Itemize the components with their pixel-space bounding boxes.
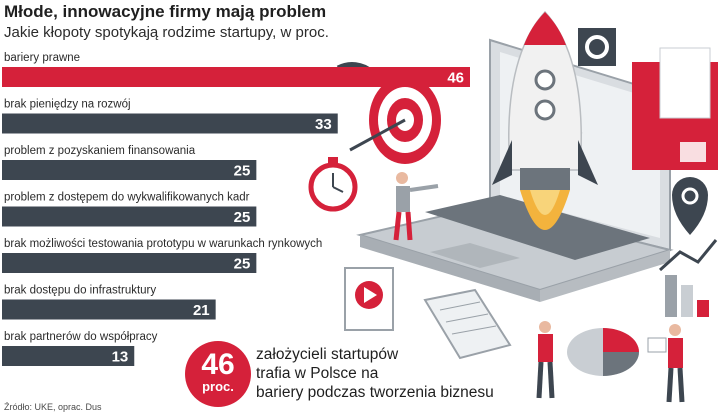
bar-value-label: 25: [234, 163, 251, 180]
bar-category-label: bariery prawne: [4, 52, 80, 64]
bar-value-label: 13: [112, 349, 129, 366]
bar-value-label: 21: [193, 302, 210, 319]
gear-icon: [578, 28, 708, 235]
source-note: Źródło: UKE, oprac. Dus: [4, 402, 102, 412]
bar: [2, 67, 470, 87]
bar-value-label: 46: [447, 70, 464, 87]
callout-text: założycieli startupów trafia w Polsce na…: [256, 345, 494, 402]
rocket-icon: [492, 10, 598, 230]
stopwatch-icon: [308, 157, 358, 212]
pie-chart-icon: [567, 328, 639, 376]
bar-category-label: problem z dostępem do wykwalifikowanych …: [4, 192, 250, 204]
bar-value-label: 25: [234, 256, 251, 273]
bar-category-label: problem z pozyskaniem finansowania: [4, 145, 196, 157]
bar-value-label: 25: [234, 209, 251, 226]
bar: [2, 206, 257, 227]
video-card-icon: [344, 267, 394, 331]
bar: [2, 299, 216, 320]
callout-line: założycieli startupów: [256, 346, 399, 363]
bar-category-label: brak możliwości testowania prototypu w w…: [4, 238, 322, 250]
calendar-icon: [423, 288, 512, 360]
bar: [2, 346, 135, 366]
bar-value-label: 33: [315, 116, 332, 133]
person-figure: [393, 172, 439, 241]
bar: [2, 253, 257, 273]
callout-line: trafia w Polsce na: [256, 365, 379, 382]
bar-chart-icon: [658, 239, 718, 317]
chart-title: Młode, innowacyjne firmy mają problem: [4, 2, 327, 21]
bar-category-label: brak dostępu do infrastruktury: [4, 285, 156, 297]
bar: [2, 160, 257, 180]
callout-unit: proc.: [202, 379, 234, 394]
people-figures: [536, 321, 685, 403]
bar-category-label: brak pieniędzy na rozwój: [4, 99, 131, 111]
bar-category-label: brak partnerów do współpracy: [4, 331, 158, 343]
callout-badge: 46 proc.: [185, 341, 251, 407]
callout-line: bariery podczas tworzenia biznesu: [256, 384, 494, 401]
folder-icon: [632, 47, 718, 170]
target-icon: [349, 76, 441, 164]
chart-subtitle: Jakie kłopoty spotykają rodzime startupy…: [4, 24, 329, 41]
bar: [2, 113, 338, 134]
callout-number: 46: [201, 348, 235, 381]
